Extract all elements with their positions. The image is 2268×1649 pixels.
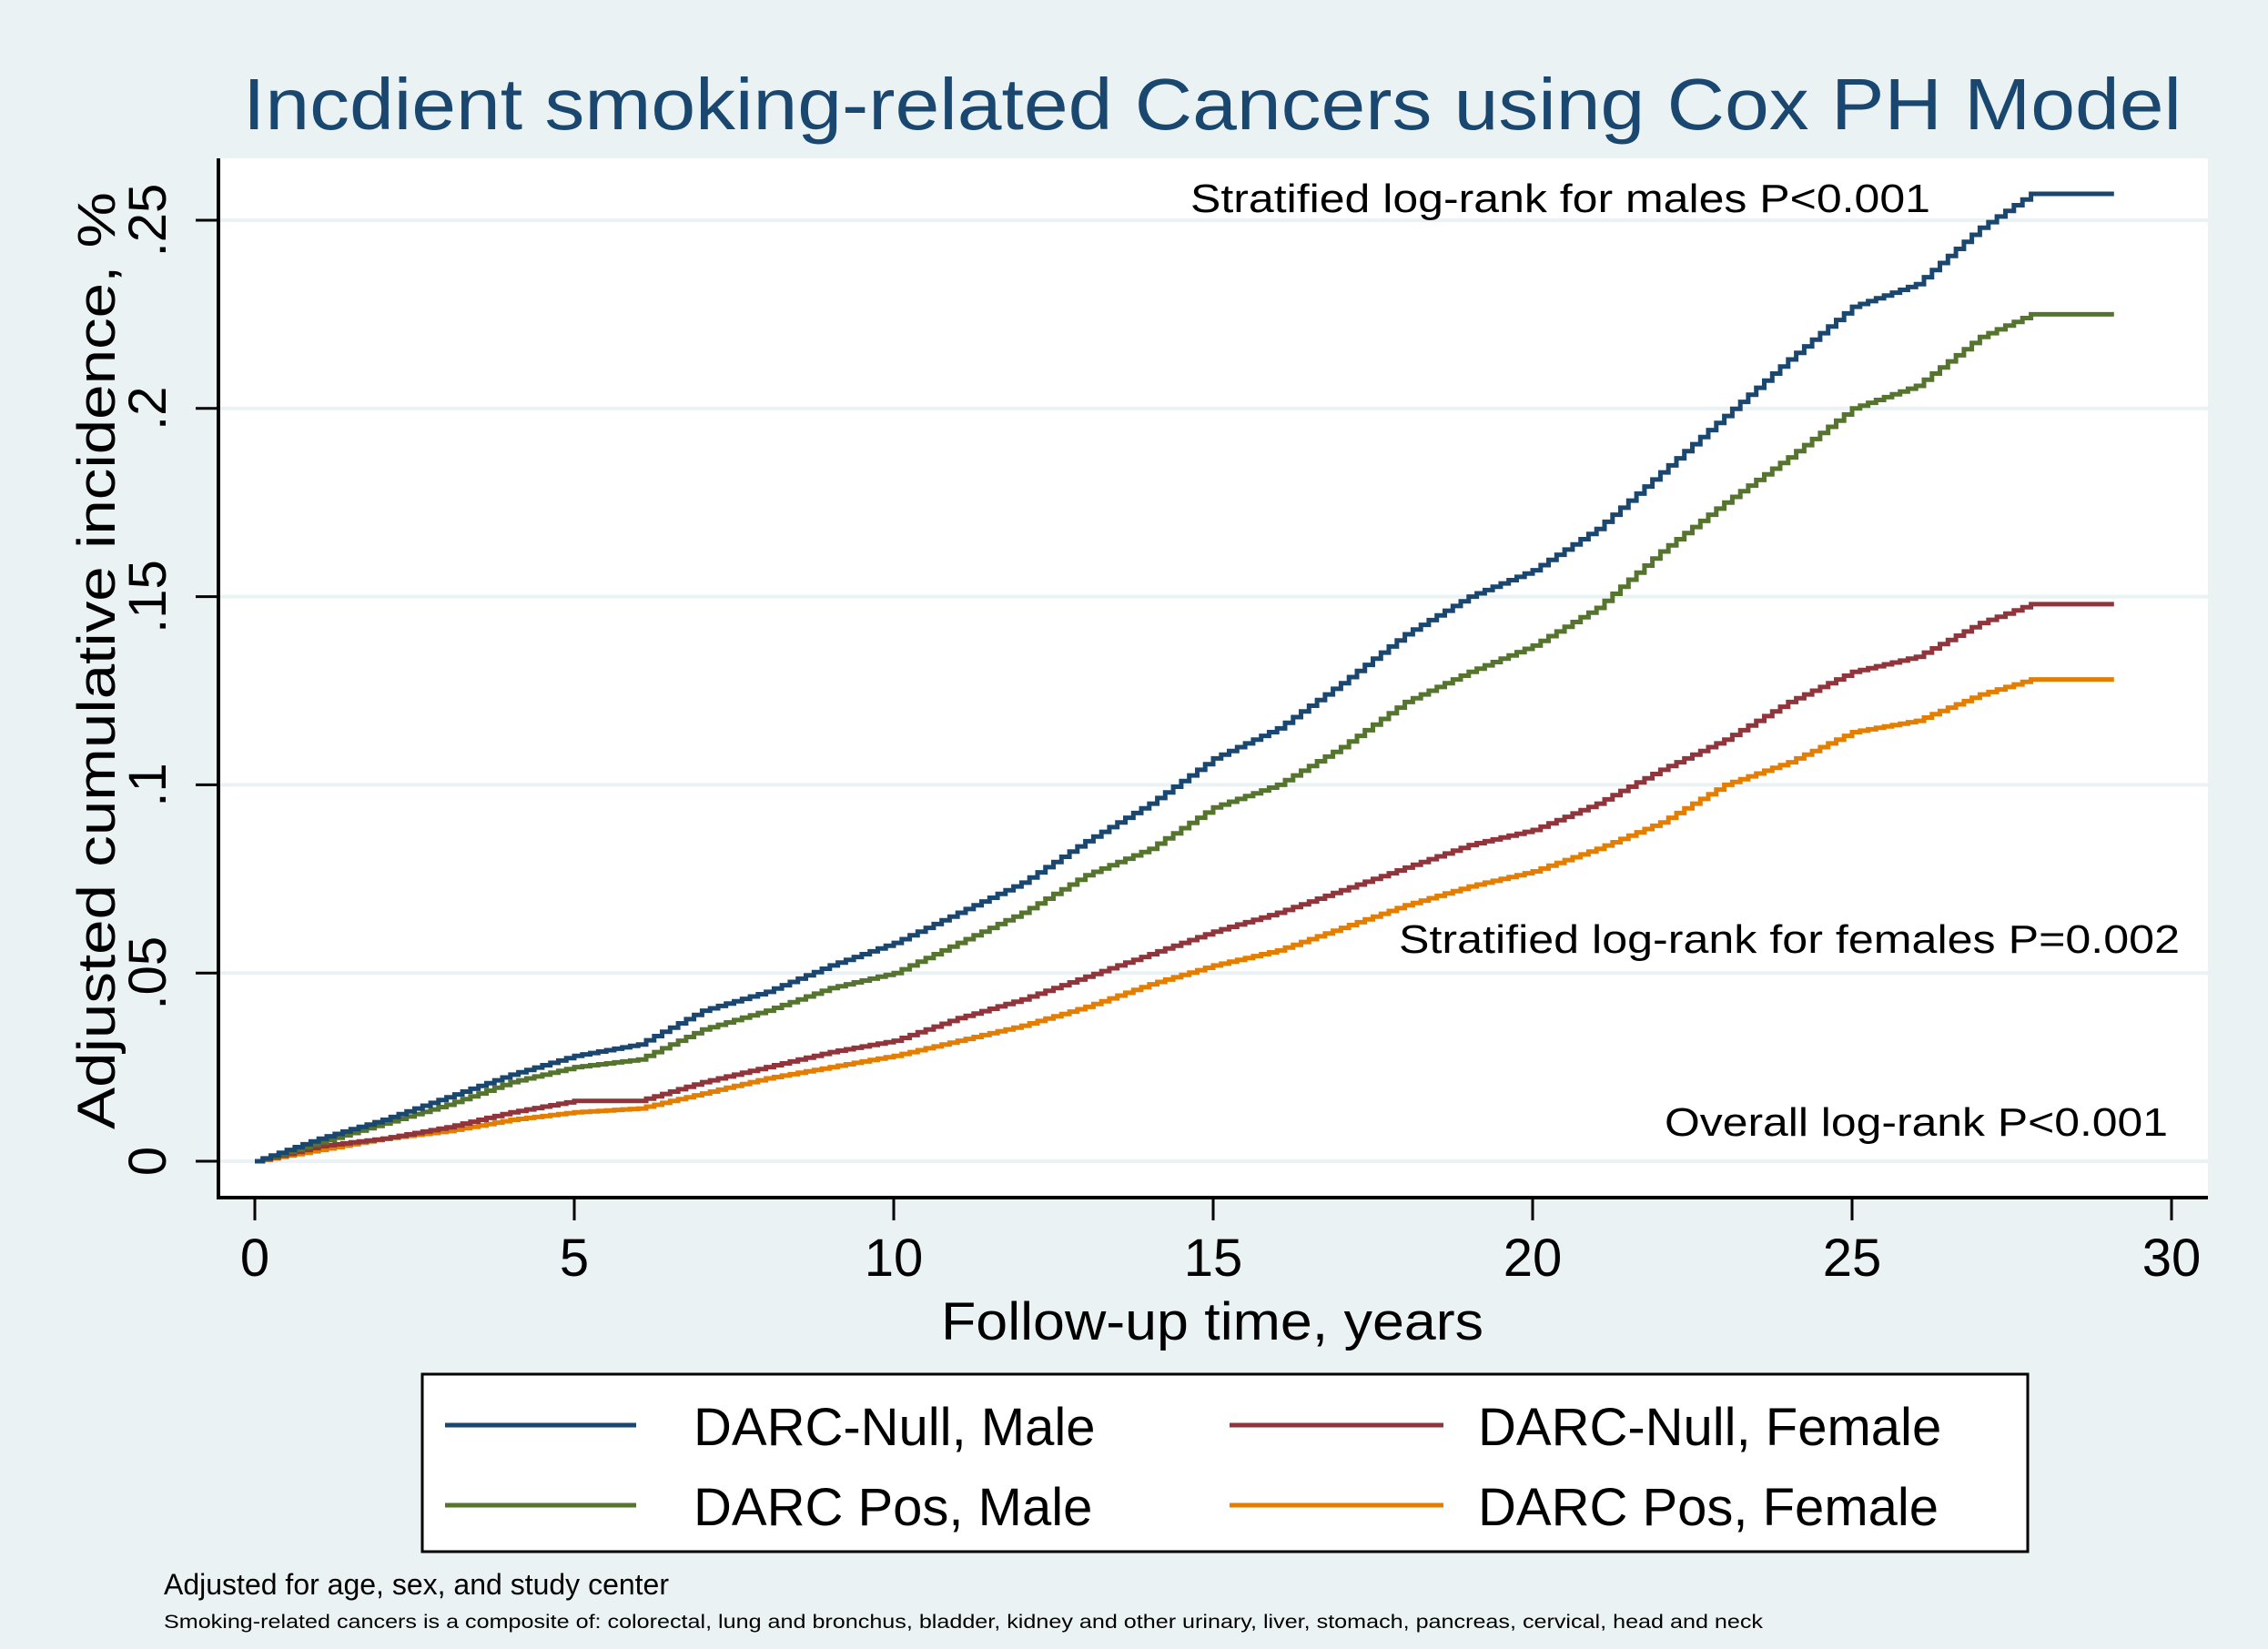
x-tick-label: 20: [1504, 1229, 1563, 1288]
x-tick-label: 0: [240, 1229, 269, 1288]
y-axis-title: Adjusted cumulative incidence, %: [67, 192, 127, 1129]
y-tick-label: .1: [118, 763, 177, 806]
y-tick-label: .25: [118, 184, 177, 258]
legend-label-darc-pos-male: DARC Pos, Male: [694, 1478, 1092, 1537]
legend-label-darc-pos-female: DARC Pos, Female: [1478, 1478, 1939, 1537]
y-ticks: 0 .05 .1 .15 .2 .25: [118, 184, 218, 1176]
chart-title: Incdient smoking-related Cancers using C…: [243, 64, 2182, 145]
gridlines: [220, 218, 2208, 1163]
series-line-darc-null-female: [255, 602, 2114, 1164]
y-tick-label: .2: [118, 387, 177, 430]
x-tick-label: 30: [2142, 1229, 2202, 1288]
series-line-darc-pos-female: [255, 677, 2114, 1164]
x-axis-title: Follow-up time, years: [941, 1292, 1483, 1351]
note-composite: Smoking-related cancers is a composite o…: [164, 1612, 1764, 1633]
x-tick-label: 25: [1823, 1229, 1882, 1288]
plot-area: [218, 158, 2208, 1198]
annotation-overall: Overall log-rank P<0.001: [1665, 1100, 2168, 1145]
legend-box: [420, 1372, 2030, 1553]
annotation-males: Stratified log-rank for males P<0.001: [1190, 177, 1930, 221]
x-tick-label: 15: [1184, 1229, 1243, 1288]
y-tick-label: .05: [118, 936, 177, 1010]
y-tick-label: 0: [118, 1147, 177, 1176]
x-tick-label: 5: [560, 1229, 589, 1288]
annotation-females: Stratified log-rank for females P=0.002: [1399, 917, 2180, 962]
series-line-darc-pos-male: [255, 311, 2114, 1164]
legend: DARC-Null, Male DARC-Null, Female DARC P…: [420, 1372, 2030, 1553]
note-adjustment: Adjusted for age, sex, and study center: [164, 1568, 669, 1601]
curves: [255, 191, 2114, 1164]
x-ticks: 0 5 10 15 20 25 30: [240, 1198, 2201, 1288]
legend-label-darc-null-female: DARC-Null, Female: [1478, 1398, 1941, 1457]
x-tick-label: 10: [865, 1229, 924, 1288]
y-tick-label: .15: [118, 560, 177, 633]
legend-label-darc-null-male: DARC-Null, Male: [694, 1398, 1096, 1457]
series-line-darc-null-male: [255, 191, 2114, 1164]
